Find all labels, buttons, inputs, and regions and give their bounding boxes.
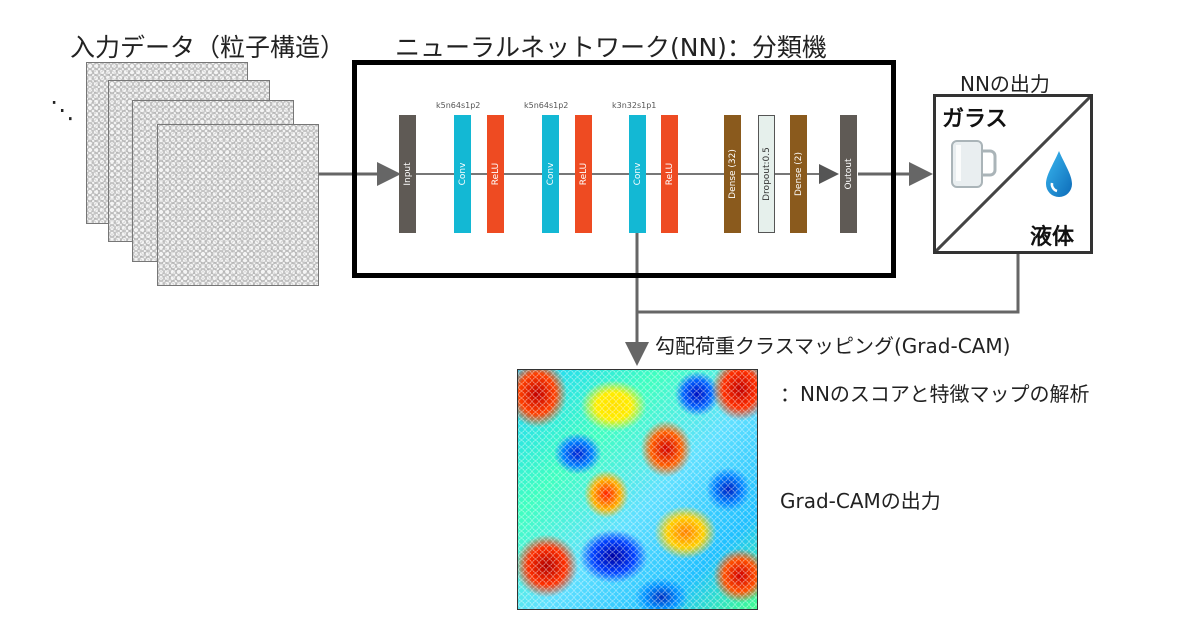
layer-label: Dense (32)	[727, 149, 738, 199]
gradcam-method-subtitle: ：NNのスコアと特徴マップの解析	[780, 382, 1090, 406]
gradcam-feedback-line	[637, 254, 1020, 314]
class-liquid-label: 液体	[1030, 225, 1075, 250]
more-samples-ellipsis: ⋱	[50, 96, 74, 124]
layer-label: Conv	[632, 162, 643, 186]
layer-label: Outout	[843, 158, 854, 190]
layer-label: ReLU	[490, 162, 501, 186]
layer-conv-2: Conv	[542, 115, 559, 233]
layer-label: Conv	[457, 162, 468, 186]
output-divider	[936, 97, 1090, 251]
conv1-kernel-label: k5n64s1p2	[436, 101, 481, 110]
layer-relu-1: ReLU	[487, 115, 504, 233]
layer-conv-3: Conv	[629, 115, 646, 233]
input-sample-sheet	[157, 124, 319, 286]
gradcam-heatmap	[517, 369, 758, 610]
layer-label: Conv	[545, 162, 556, 186]
layer-dense-32: Dense (32)	[724, 115, 741, 233]
conv3-kernel-label: k3n32s1p1	[612, 101, 657, 110]
gradcam-output-label: Grad-CAMの出力	[780, 489, 941, 513]
conv2-kernel-label: k5n64s1p2	[524, 101, 569, 110]
layer-label: ReLU	[664, 162, 675, 186]
beer-mug-icon	[951, 140, 997, 188]
input-title: 入力データ（粒子構造）	[70, 33, 346, 62]
nn-output-box: ガラス 液体	[933, 94, 1093, 254]
layer-label: Dense (2)	[793, 151, 804, 197]
layer-dropout: Dropout:0.5	[758, 115, 775, 233]
network-title: ニューラルネットワーク(NN)：分類機	[395, 33, 827, 62]
layer-dense-2: Dense (2)	[790, 115, 807, 233]
layer-input: Input	[399, 115, 416, 233]
gradcam-method-label: 勾配荷重クラスマッピング(Grad-CAM)	[655, 334, 1011, 358]
layer-relu-3: ReLU	[661, 115, 678, 233]
layer-relu-2: ReLU	[575, 115, 592, 233]
neural-network-box	[352, 60, 896, 278]
layer-label: Input	[402, 162, 413, 186]
water-drop-icon	[1046, 151, 1072, 197]
layer-label: ReLU	[578, 162, 589, 186]
class-glass-label: ガラス	[942, 107, 1008, 132]
layer-output: Outout	[840, 115, 857, 233]
layer-conv-1: Conv	[454, 115, 471, 233]
layer-label: Dropout:0.5	[761, 147, 772, 201]
output-title: NNの出力	[960, 72, 1050, 96]
